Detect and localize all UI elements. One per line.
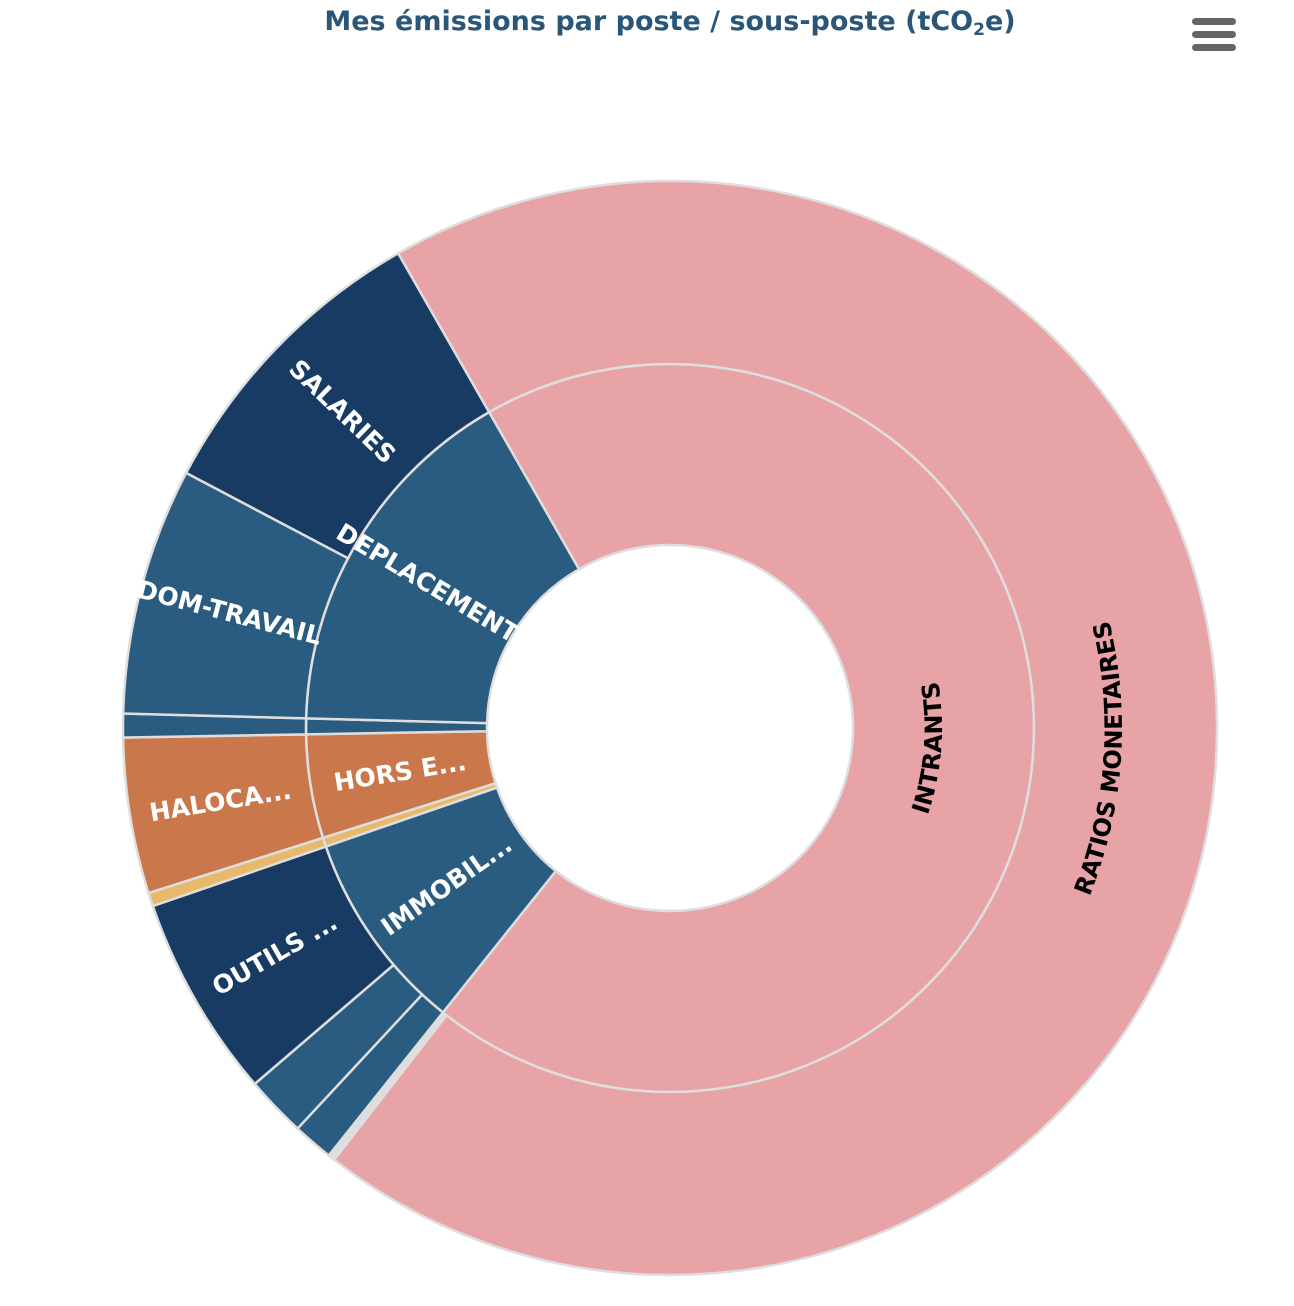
chart-title-text: Mes émissions par poste / sous-poste (tC…: [324, 6, 974, 37]
chart-title: Mes émissions par poste / sous-poste (tC…: [0, 6, 1294, 40]
outer-segment-salaries[interactable]: [184, 251, 491, 560]
hamburger-menu-icon[interactable]: [1186, 14, 1242, 58]
outer-ring: [121, 179, 1219, 1277]
chart-title-end: e): [984, 6, 1016, 37]
chart-title-subscript: 2: [973, 20, 985, 40]
outer-segment-ratios-monetaires[interactable]: [332, 179, 1219, 1277]
